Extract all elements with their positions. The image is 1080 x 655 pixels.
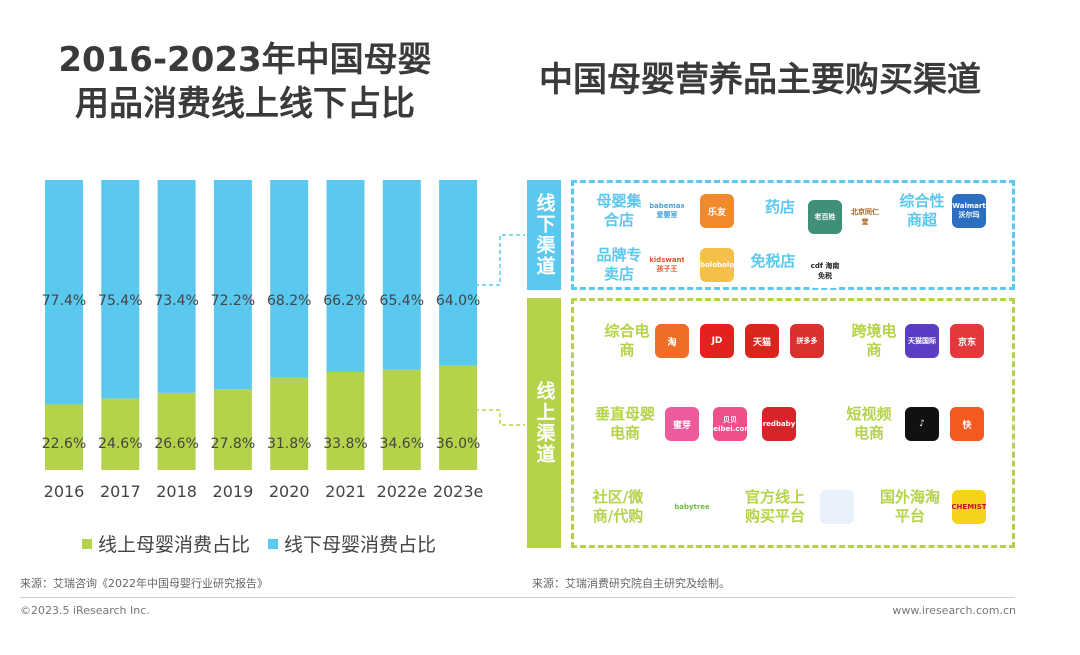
channel-online-1: 跨境电商 [851,322,897,359]
bar-online-2023e [439,365,478,470]
brand-logo-icon: redbaby [762,407,796,441]
data-label: 77.4% [42,293,86,309]
stacked-bar-chart: 22.6% 77.4% 2016 24.6% 75.4% 2017 26.6% 73.4% 20… [42,180,484,501]
chart-title-line1: 2016-2023年中国母婴 [58,40,432,80]
brand-logo-icon: CHEMIST [952,490,986,524]
brand-logo-icon [820,490,854,524]
brand-logo-icon: bolobolo [700,248,734,282]
brand-logo-icon: 天猫国际 [905,324,939,358]
data-label: 24.6% [98,436,142,452]
bar-online-2019 [213,389,252,470]
data-label: 72.2% [211,293,255,309]
x-tick-label: 2016 [44,482,85,501]
bar-online-2022e [382,369,421,470]
bar-online-2016 [45,404,83,470]
brand-logo-icon: 快 [950,407,984,441]
data-label: 33.8% [323,436,367,452]
bar-online-2018 [157,392,196,470]
source-left: 来源：艾瑞咨询《2022年中国母婴行业研究报告》 [20,577,268,590]
x-tick-label: 2020 [269,482,310,501]
channel-offline-3: 品牌专卖店 [596,246,642,283]
brand-logo-icon: 乐友 [700,194,734,228]
data-label: 64.0% [436,293,480,309]
channel-offline-1: 药店 [764,198,795,216]
brand-logo-icon: 拼多多 [790,324,824,358]
data-label: 36.0% [436,436,480,452]
x-tick-label: 2022e [377,482,428,501]
data-label: 26.6% [154,436,198,452]
bar-offline-2023e [439,180,478,366]
channel-offline-4: 免税店 [750,252,796,270]
x-tick-label: 2021 [325,482,366,501]
chart-title: 2016-2023年中国母婴 用品消费线上线下占比 [20,38,470,126]
brand-logo-icon: babytree [675,490,709,524]
channel-online-5: 官方线上购买平台 [744,488,805,525]
bar-online-2021 [326,371,365,470]
brand-logo-icon: kidswant 孩子王 [650,248,684,282]
bar-offline-2018 [157,180,196,393]
offline-box [571,180,1015,290]
legend-label-offline: 线下母婴消费占比 [284,534,437,556]
bar-offline-2019 [213,180,252,390]
channel-online-0: 综合电商 [604,322,650,359]
legend-label-online: 线上母婴消费占比 [98,534,251,556]
channel-online-2: 垂直母婴电商 [594,405,655,442]
brand-logo-icon: 北京同仁堂 [848,200,882,234]
data-label: 34.6% [380,436,424,452]
brand-logo-icon: 天猫 [745,324,779,358]
brand-logo-icon: JD [700,324,734,358]
channel-offline-2: 综合性商超 [899,192,945,229]
brand-logo-icon: 淘 [655,324,689,358]
source-right: 来源：艾瑞消费研究院自主研究及绘制。 [532,577,730,590]
chart-title-line2: 用品消费线上线下占比 [75,84,415,124]
online-box [571,298,1015,548]
bar-offline-2016 [45,180,83,405]
channel-offline-0: 母婴集合店 [596,192,642,229]
brand-logo-icon: babemax 爱婴室 [650,194,684,228]
bar-offline-2017 [101,180,140,399]
x-tick-label: 2019 [213,482,254,501]
legend-swatch-offline [268,538,278,549]
channel-online-6: 国外海淘平台 [879,488,940,525]
data-label: 27.8% [211,436,255,452]
copyright: ©2023.5 iResearch Inc. [20,604,150,617]
legend-online: 线上母婴消费占比 [82,530,250,557]
channel-online-4: 社区/微商/代购 [592,488,644,525]
footer-divider [20,597,1015,598]
bar-online-2020 [270,377,309,470]
offline-label: 线下渠道 [527,180,561,290]
brand-logo-icon: 老百姓 [808,200,842,234]
data-label: 22.6% [42,436,86,452]
bar-offline-2022e [382,180,421,370]
legend-offline: 线下母婴消费占比 [268,530,436,557]
x-tick-label: 2018 [156,482,197,501]
data-label: 73.4% [154,293,198,309]
brand-logo-icon: 蜜芽 [665,407,699,441]
channels-title: 中国母婴营养品主要购买渠道 [539,60,981,100]
website[interactable]: www.iresearch.com.cn [892,604,1016,617]
data-label: 65.4% [380,293,424,309]
bar-online-2017 [101,398,140,470]
brand-logo-icon: 京东 [950,324,984,358]
brand-logo-icon: Walmart 沃尔玛 [952,194,986,228]
channel-online-3: 短视频电商 [846,405,892,442]
brand-logo-icon: 贝贝 beibei.com [713,407,747,441]
online-label: 线上渠道 [527,298,561,548]
legend-swatch-online [82,538,92,549]
data-label: 75.4% [98,293,142,309]
data-label: 66.2% [323,293,367,309]
x-tick-label: 2023e [433,482,484,501]
connector-arrows [475,234,525,426]
bar-offline-2021 [326,180,365,372]
data-label: 68.2% [267,293,311,309]
bar-offline-2020 [270,180,309,378]
x-tick-label: 2017 [100,482,141,501]
brand-logo-icon: ♪ [905,407,939,441]
data-label: 31.8% [267,436,311,452]
brand-logo-icon: cdf 海南免税 [808,254,842,288]
